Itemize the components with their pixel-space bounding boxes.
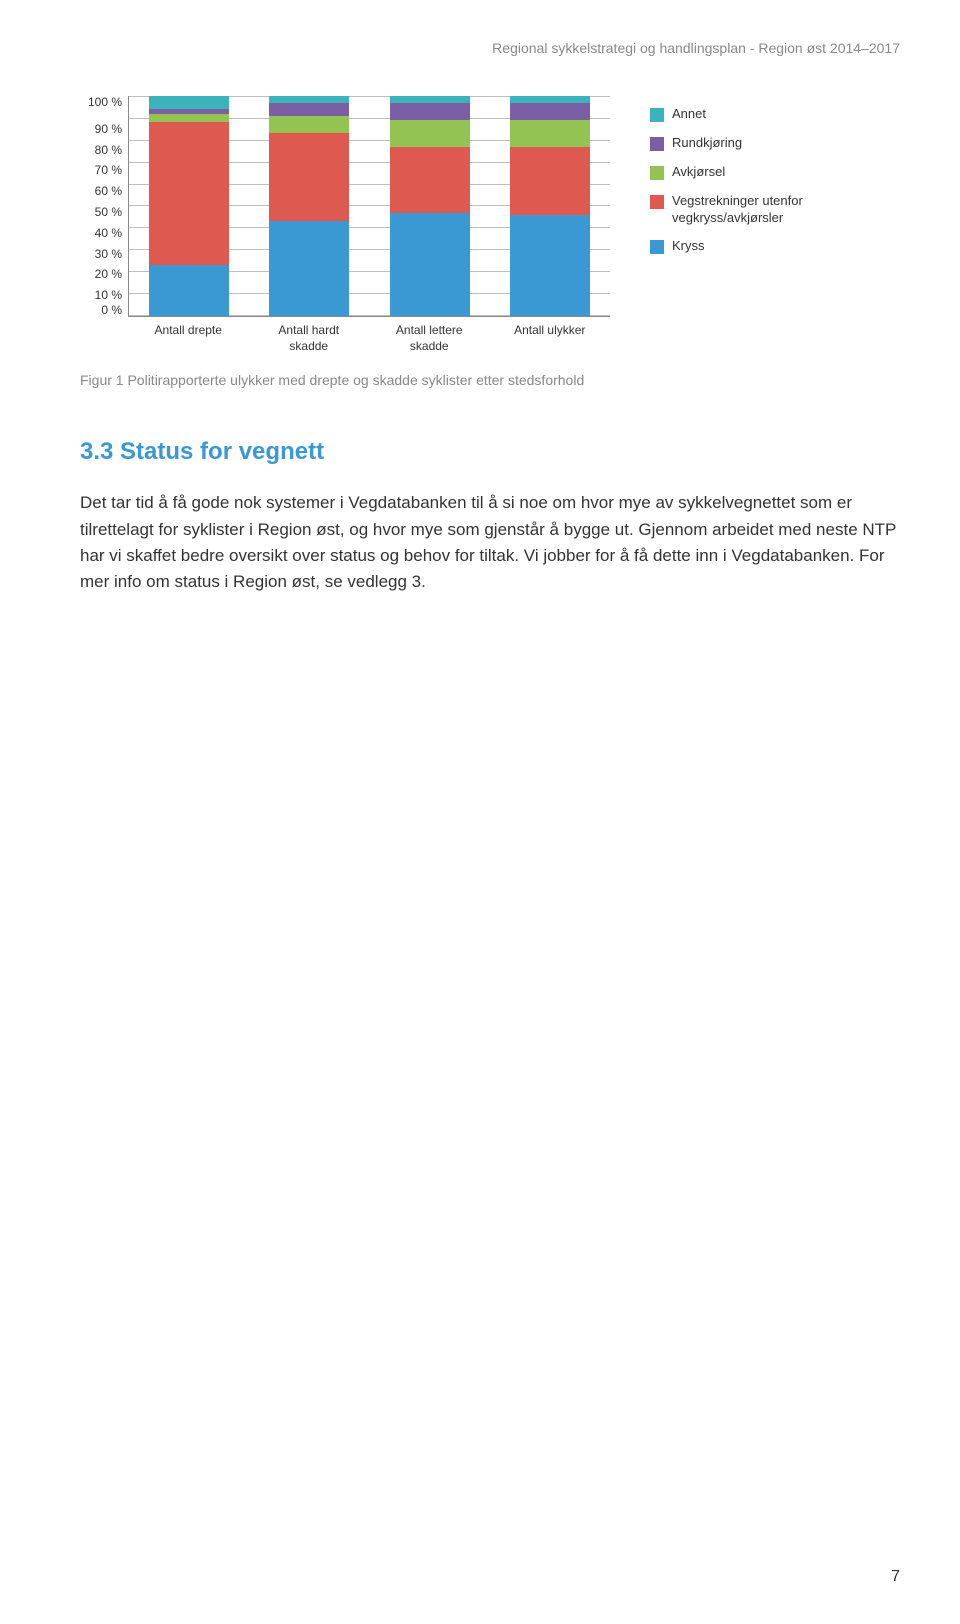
y-tick-label: 20 % [95,268,122,280]
segment-avkjorsel [510,120,590,146]
x-tick-label: Antall lettereskadde [369,317,490,354]
x-tick-label: Antall hardtskadde [249,317,370,354]
y-axis: 100 % 90 % 80 % 70 % 60 % 50 % 40 % 30 % 20 % 10 … [80,96,128,316]
y-tick-label: 40 % [95,227,122,239]
plot-area [128,96,610,316]
segment-kryss [390,213,470,316]
page-number: 7 [891,1568,900,1586]
legend-label: Avkjørsel [672,164,725,181]
x-tick-label: Antall drepte [128,317,249,354]
segment-rundkjoring [269,103,349,116]
segment-avkjorsel [149,114,229,123]
x-axis: Antall drepteAntall hardtskaddeAntall le… [128,316,610,354]
bar-1 [269,96,349,316]
legend-item-annet: Annet [650,106,900,123]
section-heading: 3.3 Status for vegnett [80,438,900,466]
bars [129,96,610,316]
legend: Annet Rundkjøring Avkjørsel Vegstrekninger … [610,96,900,267]
segment-kryss [269,221,349,316]
segment-rundkjoring [510,103,590,121]
x-tick-label: Antall ulykker [490,317,611,354]
segment-avkjorsel [269,116,349,134]
y-tick-label: 90 % [95,123,122,135]
legend-swatch [650,108,664,122]
bar-0 [149,96,229,316]
segment-annet [269,96,349,103]
segment-annet [390,96,470,103]
figure-caption: Figur 1 Politirapporterte ulykker med dr… [80,372,900,388]
legend-swatch [650,166,664,180]
legend-item-avkjorsel: Avkjørsel [650,164,900,181]
y-tick-label: 50 % [95,206,122,218]
legend-label: Rundkjøring [672,135,742,152]
segment-annet [149,96,229,109]
bar-2 [390,96,470,316]
legend-item-vegstrekninger: Vegstrekninger utenfor vegkryss/avkjørsl… [650,193,900,227]
segment-avkjorsel [390,120,470,146]
legend-swatch [650,195,664,209]
segment-vegstrekninger [390,147,470,213]
y-tick-label: 100 % [88,96,122,108]
chart-container: 100 % 90 % 80 % 70 % 60 % 50 % 40 % 30 % 20 % 10 … [80,96,900,354]
body-paragraph: Det tar tid å få gode nok systemer i Veg… [80,490,900,595]
y-tick-label: 80 % [95,144,122,156]
page-header: Regional sykkelstrategi og handlingsplan… [80,40,900,56]
segment-vegstrekninger [269,133,349,221]
segment-vegstrekninger [510,147,590,215]
legend-label: Annet [672,106,706,123]
y-tick-label: 10 % [95,289,122,301]
legend-item-rundkjoring: Rundkjøring [650,135,900,152]
legend-label: Kryss [672,238,705,255]
legend-swatch [650,240,664,254]
segment-kryss [510,215,590,316]
y-tick-label: 70 % [95,164,122,176]
y-tick-label: 0 % [101,304,122,316]
segment-annet [510,96,590,103]
y-tick-label: 30 % [95,248,122,260]
y-tick-label: 60 % [95,185,122,197]
segment-rundkjoring [390,103,470,121]
legend-swatch [650,137,664,151]
bar-3 [510,96,590,316]
legend-item-kryss: Kryss [650,238,900,255]
segment-vegstrekninger [149,122,229,265]
segment-kryss [149,265,229,316]
legend-label: Vegstrekninger utenfor vegkryss/avkjørsl… [672,193,900,227]
